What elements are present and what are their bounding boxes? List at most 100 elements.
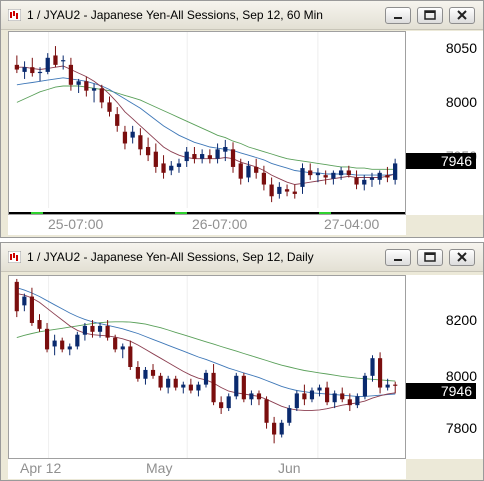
session-marker (175, 212, 187, 214)
candle-body (246, 165, 251, 178)
candle-body (30, 67, 35, 74)
candle-body (264, 399, 269, 423)
candle-body (115, 114, 120, 126)
close-icon (457, 252, 467, 262)
window-title: 1 / JYAU2 - Japanese Yen-All Sessions, S… (27, 8, 323, 22)
candle-body (347, 399, 352, 406)
candle-body (145, 146, 151, 156)
candle-body (377, 358, 383, 388)
candle-body (354, 177, 359, 185)
price-plot-area[interactable] (8, 31, 406, 215)
candle-body (377, 172, 382, 180)
candle-body (241, 375, 246, 400)
candle-body (188, 384, 193, 391)
candle-body (269, 184, 274, 197)
session-bar (9, 212, 405, 214)
candle-body (219, 402, 224, 409)
chart-window-intraday[interactable]: 1 / JYAU2 - Japanese Yen-All Sessions, S… (0, 0, 484, 238)
last-price-marker: 7946 (406, 383, 476, 399)
candle-body (97, 325, 103, 332)
close-icon (457, 10, 467, 20)
candle-body (277, 186, 282, 194)
candle-body (362, 375, 368, 397)
candle-body (153, 151, 158, 167)
x-tick-label: 26-07:00 (192, 216, 248, 232)
candle-body (37, 320, 42, 329)
chart-app-icon (8, 9, 21, 21)
candle-body (161, 163, 166, 173)
title-bar[interactable]: 1 / JYAU2 - Japanese Yen-All Sessions, S… (1, 243, 483, 272)
candle-body (22, 296, 27, 306)
candle-body (181, 384, 186, 388)
restore-button[interactable] (417, 7, 443, 24)
candle-body (128, 346, 133, 367)
minimize-button[interactable] (385, 249, 411, 266)
candle-body (385, 175, 390, 178)
candle-body (143, 369, 148, 379)
moving-average-line (16, 77, 396, 176)
candle-body (294, 393, 299, 409)
title-bar[interactable]: 1 / JYAU2 - Japanese Yen-All Sessions, S… (1, 1, 483, 30)
session-marker (319, 212, 331, 214)
candle-body (238, 163, 243, 179)
price-axis[interactable]: 8200 8000 7800 7946 (406, 275, 483, 459)
candle-body (300, 168, 305, 187)
candle-body (254, 166, 259, 173)
x-tick-label: Apr 12 (20, 460, 62, 476)
y-tick-label: 7800 (445, 420, 477, 436)
time-axis[interactable]: Apr 12 May Jun (8, 459, 406, 479)
candle-body (82, 325, 87, 335)
candle-body (234, 375, 239, 397)
candle-body (14, 281, 19, 312)
candle-body (340, 393, 345, 400)
restore-button[interactable] (417, 249, 443, 266)
candle-body (52, 340, 57, 347)
chart-app-icon (8, 251, 21, 263)
candle-body (385, 384, 390, 388)
candle-body (309, 390, 315, 400)
moving-average-line (16, 321, 396, 382)
candle-body (338, 170, 344, 176)
candle-body (107, 102, 112, 112)
last-price-marker: 7946 (406, 153, 476, 169)
candle-body (393, 163, 398, 180)
candle-body (75, 334, 80, 347)
candle-body (61, 60, 66, 62)
candle-body (173, 378, 178, 388)
candle-body (150, 369, 156, 376)
candle-body (130, 131, 135, 138)
window-title: 1 / JYAU2 - Japanese Yen-All Sessions, S… (27, 250, 314, 264)
candle-body (44, 328, 50, 350)
candle-body (315, 172, 321, 176)
x-tick-label: May (146, 460, 173, 476)
candle-body (203, 372, 209, 385)
candle-body (76, 81, 81, 85)
price-plot-area[interactable] (8, 275, 406, 459)
candle-body (215, 149, 220, 159)
minimize-icon (394, 259, 402, 261)
candle-body (211, 372, 216, 403)
close-button[interactable] (449, 249, 475, 266)
candle-body (184, 151, 189, 162)
candle-body (53, 55, 58, 65)
candle-body (284, 189, 290, 192)
session-marker (31, 212, 43, 214)
moving-average-line (16, 85, 396, 170)
candle-body (60, 340, 65, 350)
candle-body (256, 393, 262, 400)
moving-average-line (16, 293, 396, 411)
candle-body (29, 296, 35, 323)
candle-body (135, 367, 140, 379)
moving-average-line (16, 65, 396, 185)
restore-icon (424, 10, 436, 20)
x-tick-label: 27-04:00 (324, 216, 380, 232)
candle-body (68, 64, 74, 85)
y-tick-label: 8000 (445, 94, 477, 110)
chart-window-daily[interactable]: 1 / JYAU2 - Japanese Yen-All Sessions, S… (0, 242, 484, 481)
candle-body (261, 172, 267, 185)
minimize-button[interactable] (385, 7, 411, 24)
time-axis[interactable]: 25-07:00 26-07:00 27-04:00 (8, 215, 406, 235)
price-axis[interactable]: 8050 8000 7950 7946 (406, 31, 483, 215)
candle-body (91, 88, 97, 91)
close-button[interactable] (449, 7, 475, 24)
